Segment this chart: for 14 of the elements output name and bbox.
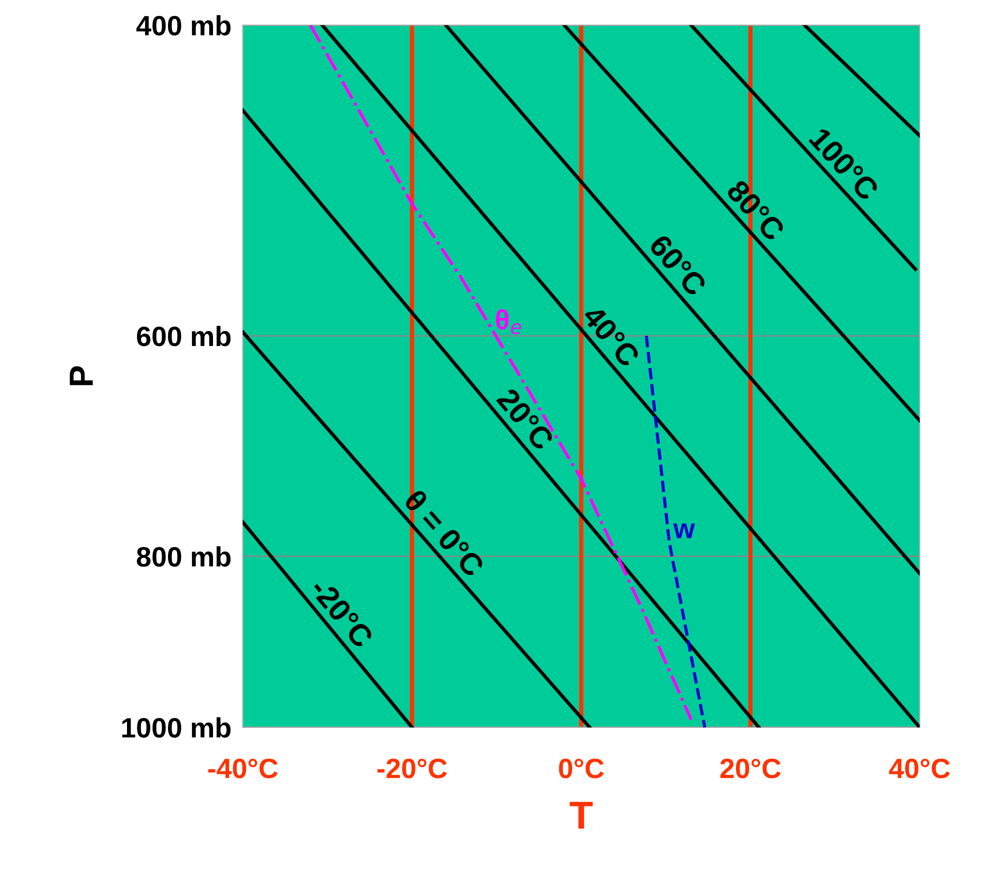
x-tick-label: 0°C bbox=[559, 758, 604, 778]
y-tick-label: 1000 mb bbox=[122, 717, 231, 738]
text: θ = 0°C bbox=[403, 488, 486, 578]
x-tick-label: 20°C bbox=[720, 758, 781, 778]
y-axis-title: P bbox=[70, 366, 93, 386]
x-axis-title: T bbox=[570, 802, 593, 829]
x-tick-label: -40°C bbox=[208, 758, 278, 778]
x-tick-label: 40°C bbox=[889, 758, 950, 778]
y-tick-label: 800 mb bbox=[136, 546, 231, 567]
series-label: θ$_{e}$ bbox=[496, 309, 522, 334]
y-tick-label: 400 mb bbox=[136, 15, 231, 36]
x-tick-label: -20°C bbox=[377, 758, 447, 778]
y-tick-label: 600 mb bbox=[136, 326, 231, 346]
series-label: w bbox=[673, 523, 695, 538]
